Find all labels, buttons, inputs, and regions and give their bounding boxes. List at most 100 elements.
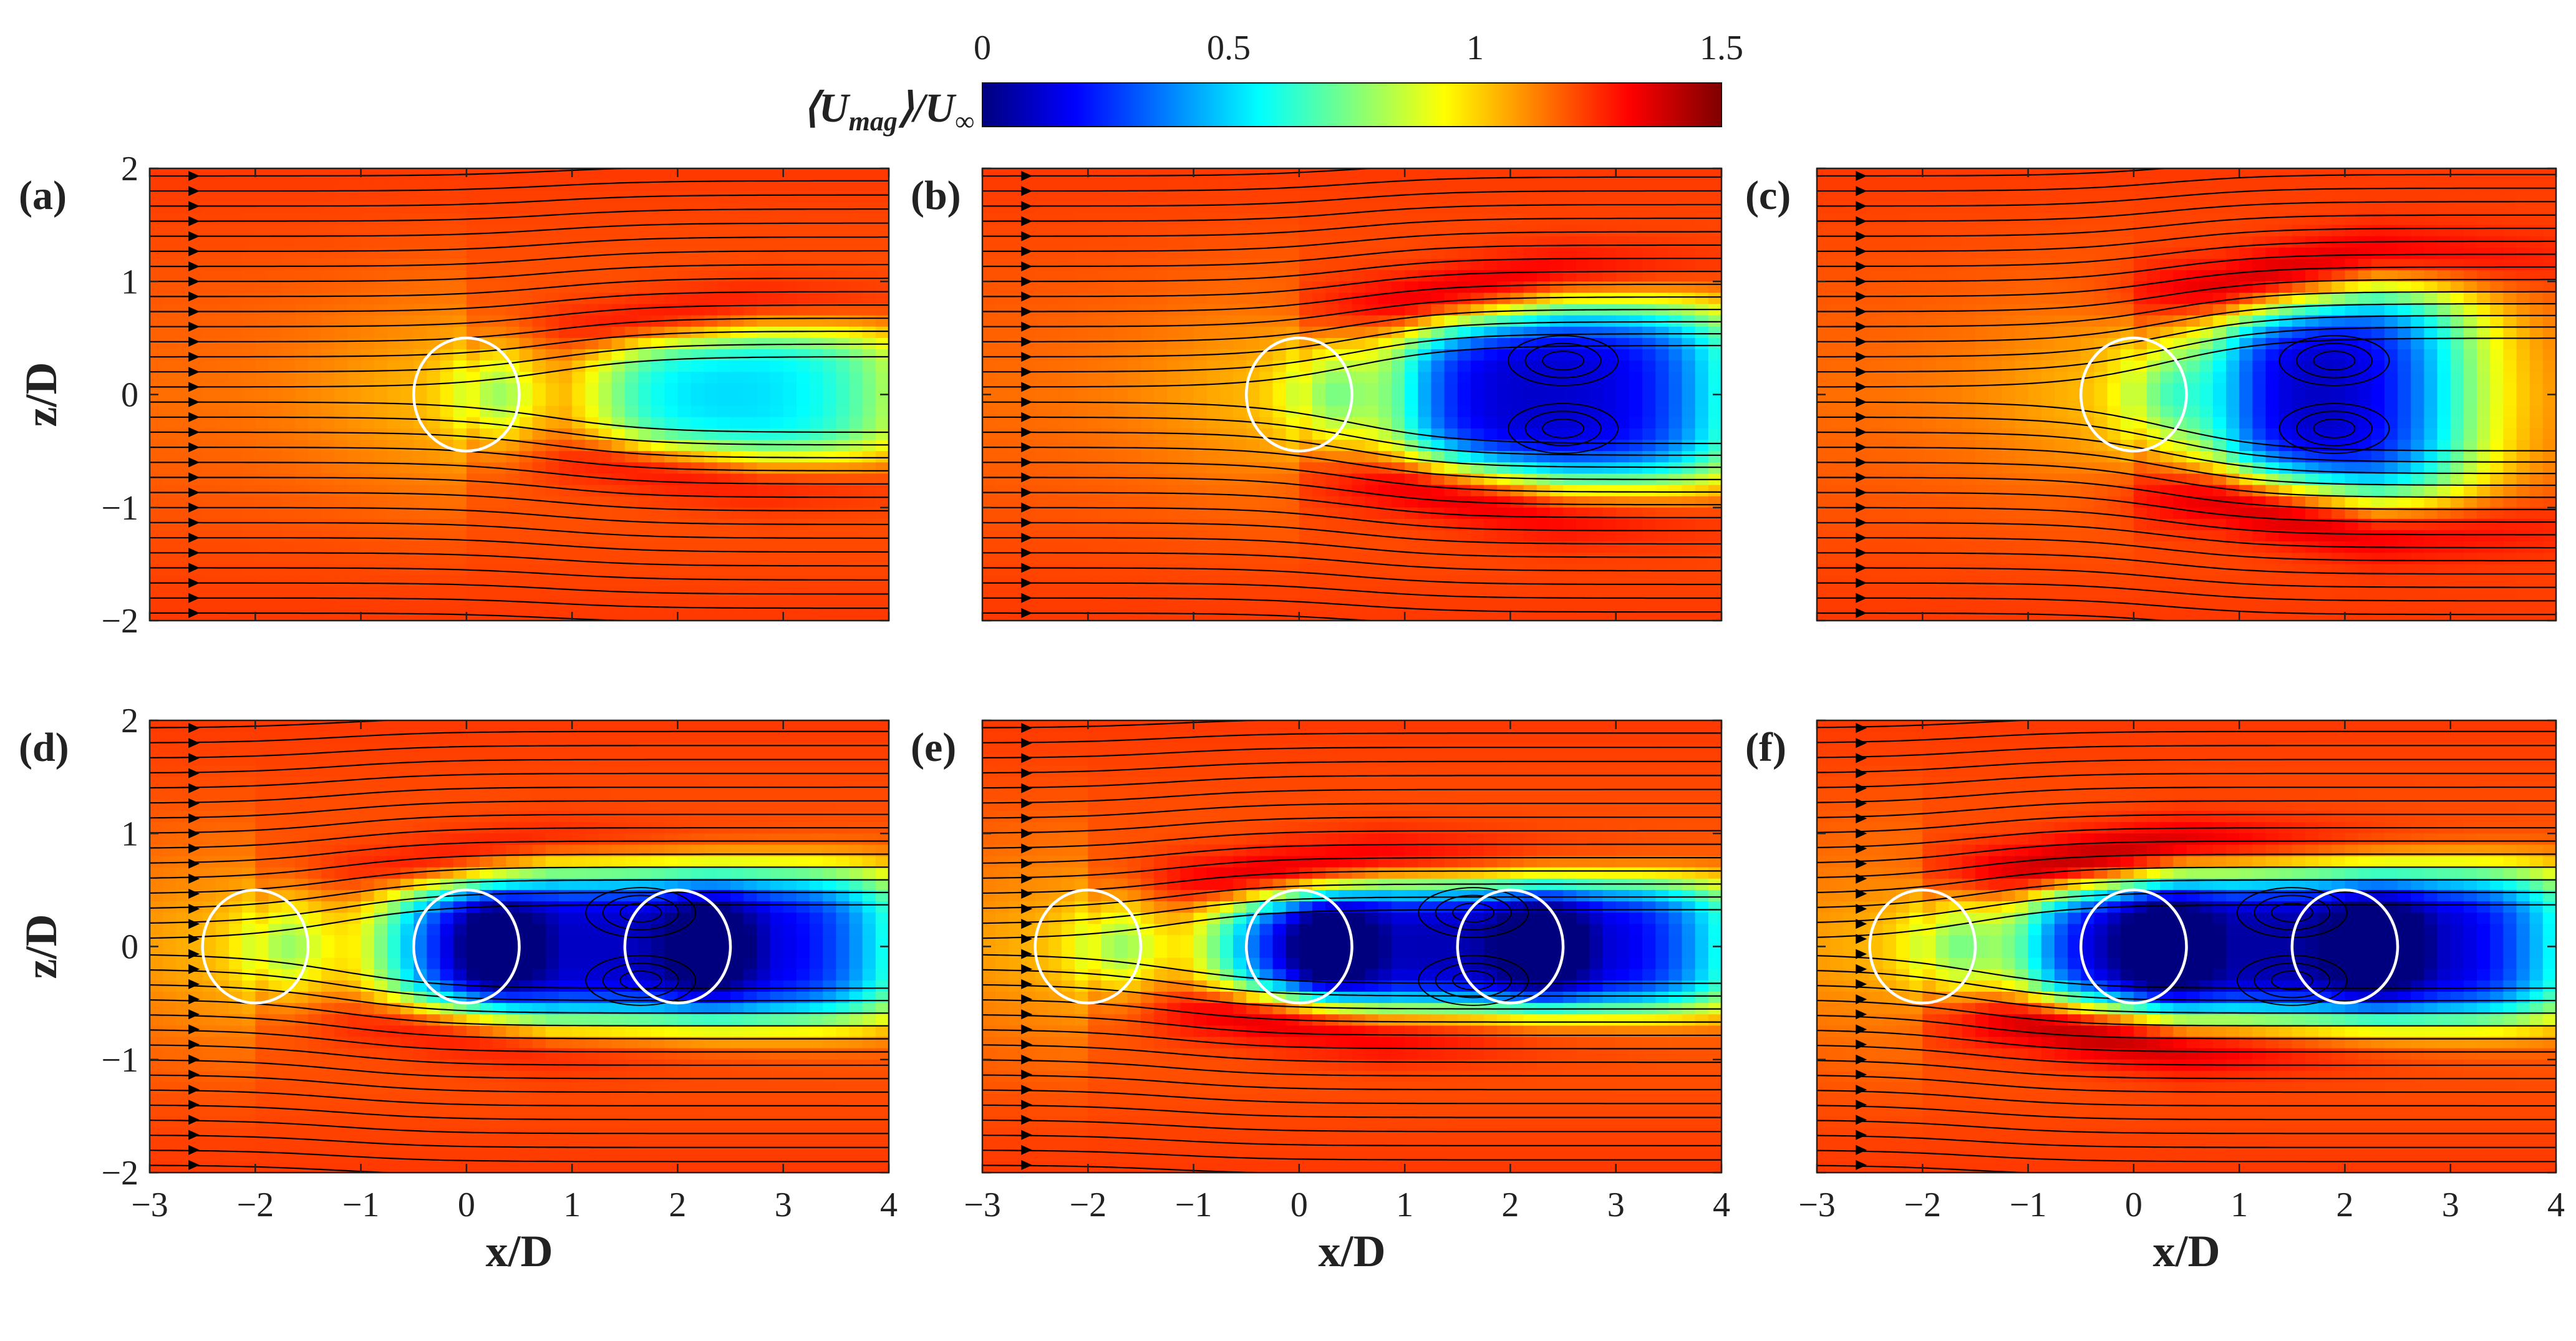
streamline-arrow — [1856, 352, 1867, 362]
streamline — [150, 222, 889, 237]
streamline-arrow — [1856, 828, 1867, 839]
streamline-arrow — [1021, 306, 1033, 317]
streamline-arrow — [1021, 723, 1033, 733]
streamline — [150, 1119, 889, 1135]
streamline-arrow — [1021, 336, 1033, 347]
vortex-loop — [1418, 887, 1529, 939]
streamline — [150, 331, 889, 358]
streamline — [1817, 521, 2556, 549]
streamline-arrow — [1856, 843, 1867, 854]
vortex-loop — [1452, 903, 1495, 923]
streamline — [1817, 1150, 2556, 1163]
streamline — [150, 745, 889, 758]
streamline — [150, 1029, 889, 1053]
velocity-field — [1817, 168, 2556, 621]
streamline — [1817, 813, 2556, 833]
streamline-arrow — [1021, 738, 1033, 748]
streamline-arrow — [1021, 1100, 1033, 1110]
streamline — [150, 168, 652, 177]
streamline — [150, 462, 889, 485]
cylinder-outline — [1244, 888, 1353, 1005]
streamline — [150, 264, 889, 283]
streamline-arrow — [1856, 783, 1867, 793]
streamline — [150, 291, 889, 312]
streamline — [982, 843, 1721, 864]
streamline-arrow — [1856, 994, 1867, 1005]
streamline — [1817, 401, 2556, 452]
streamline-arrow — [188, 1115, 200, 1125]
panel-label: (b) — [911, 173, 961, 218]
streamline-arrow — [1856, 306, 1867, 317]
streamline — [150, 1150, 889, 1163]
streamline-arrow — [188, 1159, 200, 1170]
streamline — [1817, 1045, 2556, 1066]
streamline — [1817, 506, 2556, 536]
streamline — [982, 217, 1721, 237]
streamline — [150, 840, 889, 864]
streamlines — [1817, 168, 2556, 621]
streamline-arrow — [1021, 753, 1033, 763]
streamline-arrow — [1021, 979, 1033, 989]
streamline — [1817, 582, 2556, 602]
vortex-loop — [1524, 410, 1602, 447]
vortex-loop — [1418, 954, 1529, 1006]
streamline — [150, 194, 889, 207]
streamline-arrow — [188, 291, 200, 302]
streamline — [982, 999, 1721, 1023]
recirculation-loops — [585, 887, 697, 1006]
streamline-arrow — [188, 768, 200, 778]
streamline — [1817, 537, 2556, 562]
streamline-arrow — [188, 828, 200, 839]
streamline-arrow — [188, 246, 200, 256]
streamline-arrow — [1856, 934, 1867, 944]
streamline — [982, 283, 1721, 312]
streamline-arrow — [1021, 843, 1033, 854]
streamline — [982, 1044, 1721, 1063]
streamline-arrow — [1021, 768, 1033, 778]
y-tick-label: −1 — [101, 489, 138, 528]
vortex-loop — [2313, 418, 2356, 438]
streamline — [150, 786, 889, 804]
cylinder-outline — [623, 888, 732, 1005]
streamline — [150, 772, 889, 789]
streamline-arrow — [1021, 457, 1033, 468]
y-tick-label: 0 — [121, 376, 138, 415]
x-tick-label: 3 — [1607, 1186, 1625, 1224]
streamline — [1817, 730, 2556, 743]
streamline-arrow — [188, 964, 200, 974]
streamline — [150, 1164, 405, 1173]
panel-label: (d) — [19, 725, 69, 770]
streamline-arrow — [1856, 904, 1867, 914]
colorbar-tick-label: 1 — [1466, 29, 1484, 67]
streamline-arrow — [188, 1100, 200, 1110]
streamline — [982, 732, 1721, 743]
streamline — [1817, 227, 2556, 252]
streamline — [982, 1164, 1290, 1173]
streamline — [982, 1119, 1721, 1133]
streamline — [1817, 891, 2556, 923]
x-tick-label: 1 — [2230, 1186, 2248, 1224]
recirculation-loops — [2278, 335, 2390, 454]
streamline — [1817, 612, 2174, 621]
streamline-arrow — [1856, 1069, 1867, 1080]
streamline — [982, 760, 1721, 774]
streamline — [1817, 253, 2556, 283]
vortex-loop — [2254, 962, 2331, 999]
vortex-loop — [585, 954, 697, 1006]
streamline — [1817, 447, 2556, 487]
streamline — [150, 506, 889, 525]
x-tick-label: 2 — [2336, 1186, 2353, 1224]
streamline-arrow — [188, 783, 200, 793]
streamline — [1817, 1060, 2556, 1080]
streamline — [150, 612, 652, 621]
streamline-arrow — [188, 979, 200, 989]
x-tick-label: −1 — [1175, 1186, 1213, 1224]
streamline-arrow — [188, 1009, 200, 1020]
vortex-loop — [585, 887, 697, 939]
panel-f: −3 −2 −1 0 1 2 3 4 x/D (f) — [1745, 719, 2565, 1276]
streamline-arrow — [188, 873, 200, 884]
streamline — [1817, 1105, 2556, 1121]
streamline — [1817, 462, 2556, 498]
streamline — [982, 612, 1382, 621]
streamline — [150, 891, 889, 924]
